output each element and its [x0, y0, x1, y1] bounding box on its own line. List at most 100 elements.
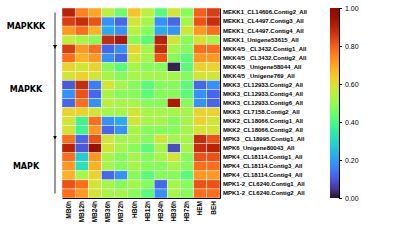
cell — [181, 17, 194, 26]
cell — [181, 135, 194, 144]
cell — [167, 8, 180, 17]
cell — [207, 44, 220, 53]
cell — [128, 171, 141, 180]
cell — [62, 8, 75, 17]
x-tick-label: HB12h — [144, 201, 151, 222]
x-tick-label: HB72h — [183, 201, 190, 222]
cell — [115, 153, 128, 162]
cell — [167, 144, 180, 153]
cell — [128, 98, 141, 107]
cell — [115, 126, 128, 135]
cell — [167, 162, 180, 171]
y-tick-label: MKK2_CL18066.Contig1_All — [223, 118, 303, 124]
cell — [102, 189, 115, 198]
cell — [128, 117, 141, 126]
cell — [181, 62, 194, 71]
cell — [128, 8, 141, 17]
cell — [154, 108, 167, 117]
cell — [167, 17, 180, 26]
cell — [141, 71, 154, 80]
cell — [154, 80, 167, 89]
cell — [62, 144, 75, 153]
cell — [181, 26, 194, 35]
group-label: MAPK — [13, 162, 40, 171]
cell — [181, 117, 194, 126]
cell — [167, 35, 180, 44]
cell — [181, 180, 194, 189]
y-tick: MPK4_CL18114.Contig4_All — [220, 172, 303, 178]
cell — [207, 17, 220, 26]
cell — [75, 35, 88, 44]
cell — [141, 135, 154, 144]
cell — [115, 26, 128, 35]
y-tick-label: MPK1-2_CL6240.Contig1_All — [223, 181, 305, 187]
cell — [62, 44, 75, 53]
cell — [167, 117, 180, 126]
y-tick: MKK4/5 _CL3432.Contig1_All — [220, 46, 307, 52]
cell — [102, 180, 115, 189]
y-tick: MKK4/5 _CL3432.Contig2_All — [220, 55, 307, 61]
cell — [115, 62, 128, 71]
cell — [102, 44, 115, 53]
cell — [102, 8, 115, 17]
cell — [207, 26, 220, 35]
cell — [154, 44, 167, 53]
cell — [88, 117, 101, 126]
cell — [167, 135, 180, 144]
cell — [154, 189, 167, 198]
cell — [62, 26, 75, 35]
cell — [167, 108, 180, 117]
cell — [62, 53, 75, 62]
cell — [88, 89, 101, 98]
group-label: MAPKKK — [7, 22, 46, 31]
cell — [194, 17, 207, 26]
cell — [128, 71, 141, 80]
colorbar-tick-label: 0.80 — [345, 43, 359, 50]
x-tick-label: MB36h — [104, 201, 111, 222]
cell — [167, 44, 180, 53]
x-tick-label: HB0h — [130, 201, 137, 218]
cell — [102, 53, 115, 62]
cell — [75, 189, 88, 198]
cell — [141, 8, 154, 17]
x-tick: HB0h — [130, 198, 137, 218]
colorbar-tick: 0.20 — [339, 157, 359, 164]
cell — [62, 108, 75, 117]
cell — [181, 162, 194, 171]
cell — [167, 80, 180, 89]
cell — [207, 35, 220, 44]
cell — [167, 98, 180, 107]
cell — [207, 71, 220, 80]
cell — [115, 17, 128, 26]
cell — [115, 162, 128, 171]
cell — [154, 162, 167, 171]
cell — [154, 26, 167, 35]
cell — [115, 71, 128, 80]
cell — [207, 62, 220, 71]
y-tick: MPK3 _CL18995.Contig1_All — [220, 136, 305, 142]
cell — [167, 153, 180, 162]
cell — [75, 126, 88, 135]
cell — [102, 162, 115, 171]
cell — [194, 89, 207, 98]
cell — [167, 26, 180, 35]
cell — [207, 162, 220, 171]
cell — [128, 126, 141, 135]
cell — [141, 35, 154, 44]
x-axis-line — [63, 198, 221, 199]
cell — [154, 135, 167, 144]
cell — [194, 71, 207, 80]
cell — [154, 153, 167, 162]
cell — [62, 117, 75, 126]
cell — [207, 126, 220, 135]
cell — [62, 153, 75, 162]
cell — [102, 71, 115, 80]
cell — [154, 180, 167, 189]
x-tick-label: MB72h — [117, 201, 124, 222]
cell — [115, 8, 128, 17]
cell — [75, 135, 88, 144]
cell — [181, 108, 194, 117]
cell — [115, 53, 128, 62]
cell — [102, 126, 115, 135]
x-tick: HB12h — [144, 198, 151, 222]
